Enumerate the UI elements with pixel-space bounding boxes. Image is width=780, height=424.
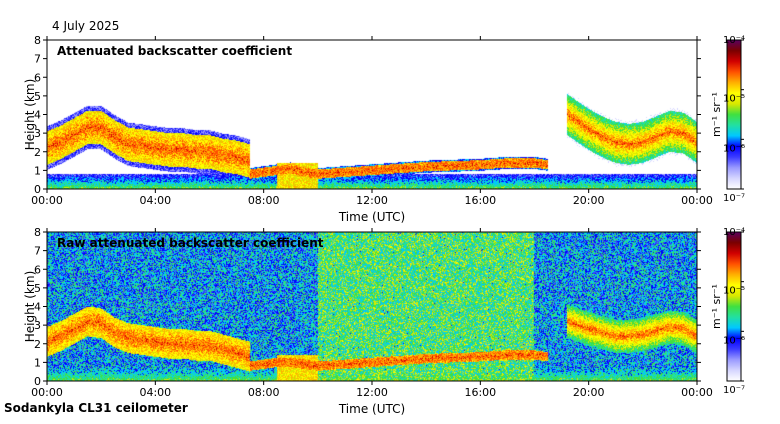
colorbar-label: m⁻¹ sr⁻¹ — [710, 92, 723, 137]
x-tick-label: 00:00 — [681, 194, 713, 207]
chart-title: Attenuated backscatter coefficient — [57, 44, 292, 58]
chart-title: Raw attenuated backscatter coefficient — [57, 236, 324, 250]
y-tick-label: 6 — [34, 71, 41, 84]
x-tick-label: 12:00 — [356, 194, 388, 207]
y-tick-label: 4 — [34, 301, 41, 314]
x-tick-label: 08:00 — [248, 194, 280, 207]
x-axis-label: Time (UTC) — [338, 402, 405, 416]
colorbar-label: m⁻¹ sr⁻¹ — [710, 284, 723, 329]
x-tick-label: 16:00 — [464, 194, 496, 207]
y-axis-label: Height (km) — [23, 271, 37, 342]
y-tick-label: 2 — [34, 338, 41, 351]
colorbar-tick-label: 10⁻⁷ — [723, 385, 745, 396]
y-tick-label: 5 — [34, 90, 41, 103]
y-tick-label: 8 — [34, 34, 41, 47]
x-axis-label: Time (UTC) — [338, 210, 405, 224]
raw-backscatter-panel: Raw attenuated backscatter coefficient 0 1… — [0, 220, 780, 420]
x-tick-label: 08:00 — [248, 386, 280, 399]
instrument-label: Sodankyla CL31 ceilometer — [4, 401, 188, 415]
backscatter-field — [47, 232, 697, 381]
colorbar-tick-label: 10⁻⁵ — [723, 286, 745, 297]
backscatter-panel: Attenuated backscatter coefficient 0 1 2 3 4 5… — [0, 28, 780, 228]
x-tick-label: 16:00 — [464, 386, 496, 399]
x-tick-label: 00:00 — [31, 194, 63, 207]
y-tick-label: 8 — [34, 226, 41, 239]
y-tick-label: 4 — [34, 109, 41, 122]
x-tick-label: 04:00 — [139, 386, 171, 399]
y-tick-label: 1 — [34, 356, 41, 369]
colorbar-tick-label: 10⁻⁶ — [723, 335, 745, 346]
colorbar-tick-label: 10⁻⁴ — [723, 227, 745, 238]
colorbar — [726, 231, 742, 382]
x-tick-label: 04:00 — [139, 194, 171, 207]
y-tick-label: 3 — [34, 319, 41, 332]
attenuated-backscatter-chart: Attenuated backscatter coefficient 0 1 2 3 4 5… — [23, 34, 745, 224]
raw-attenuated-backscatter-chart: Raw attenuated backscatter coefficient 0 1… — [23, 226, 745, 416]
colorbar-tick-label: 10⁻⁷ — [723, 193, 745, 204]
y-tick-label: 2 — [34, 146, 41, 159]
x-tick-label: 12:00 — [356, 386, 388, 399]
y-tick-label: 1 — [34, 164, 41, 177]
y-axis-label: Height (km) — [23, 79, 37, 150]
x-tick-label: 20:00 — [573, 194, 605, 207]
y-tick-label: 6 — [34, 263, 41, 276]
y-tick-label: 5 — [34, 282, 41, 295]
y-tick-label: 0 — [34, 375, 41, 388]
x-tick-label: 00:00 — [681, 386, 713, 399]
x-tick-label: 20:00 — [573, 386, 605, 399]
colorbar — [726, 39, 742, 190]
colorbar-tick-label: 10⁻⁶ — [723, 143, 745, 154]
date-label: 4 July 2025 — [52, 19, 120, 33]
y-tick-label: 0 — [34, 183, 41, 196]
backscatter-field — [47, 40, 697, 189]
x-tick-label: 00:00 — [31, 386, 63, 399]
y-tick-label: 7 — [34, 53, 41, 66]
y-tick-label: 3 — [34, 127, 41, 140]
colorbar-tick-label: 10⁻⁵ — [723, 94, 745, 105]
y-tick-label: 7 — [34, 245, 41, 258]
colorbar-tick-label: 10⁻⁴ — [723, 35, 745, 46]
